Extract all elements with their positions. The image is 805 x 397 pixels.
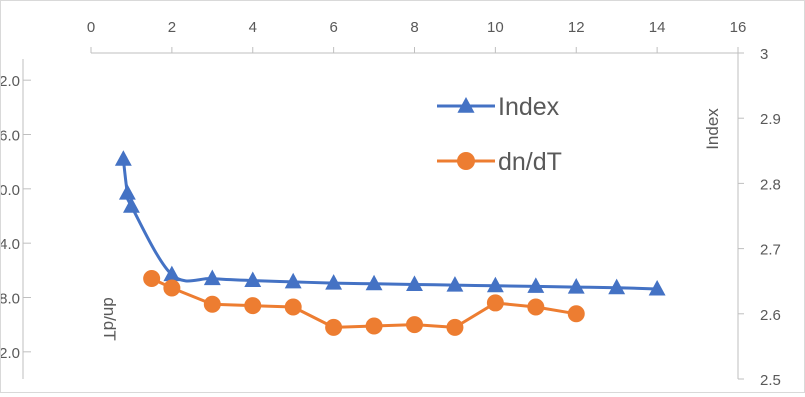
data-point-dn-dt [284,298,302,316]
series-line-index [121,159,658,291]
right-axis-tick-label: 2.8 [760,176,781,193]
data-point-index [122,197,140,213]
left-axis-tick-label: -14.0 [1,236,20,253]
data-point-dn-dt [406,316,423,334]
data-point-index [608,278,626,295]
right-axis-tick-label: 2.6 [760,307,781,324]
left-axis-tick-label: -2.0 [1,73,20,90]
top-axis-tick-label: 14 [649,19,666,36]
legend-label-dn-dt: dn/dT [498,148,562,176]
data-point-index [648,279,666,296]
data-point-index [325,274,343,290]
legend-marker-dn-dt [457,152,475,170]
data-point-dn-dt [486,294,504,312]
right-axis-tick-label: 3 [760,46,768,63]
data-point-index [406,275,423,291]
data-point-index [527,277,545,293]
left-axis-tick-label: -22.0 [1,345,20,362]
right-axis-title: Index [703,108,722,150]
axes-layer: -2.0 -6.0 -10.0 -14.0 -18.0 -22.0 0 2 4 6 8 10 12 14 1… [0,19,781,389]
data-point-index [244,271,262,288]
top-axis-tick-label: 10 [487,19,504,36]
data-point-dn-dt [203,295,221,313]
data-point-index [567,278,585,294]
right-axis-tick-label: 2.9 [760,111,781,128]
data-point-index [118,184,136,200]
data-point-dn-dt [325,318,343,336]
top-axis-tick-label: 12 [568,19,585,36]
legend-label-index: Index [498,93,560,121]
top-axis-tick-label: 4 [249,19,257,36]
data-point-index [486,276,504,293]
top-axis-tick-label: 16 [730,19,747,36]
data-point-dn-dt [365,317,383,335]
data-point-index [284,272,302,289]
left-axis-tick-label: -10.0 [1,182,20,199]
left-axis-tick-label: -18.0 [1,291,20,308]
top-axis-tick-label: 0 [87,19,95,36]
top-axis-tick-label: 6 [329,19,337,36]
legend: Index dn/dT [437,93,562,176]
data-point-dn-dt [163,279,181,297]
data-point-dn-dt [527,298,545,316]
top-axis-tick-label: 8 [410,19,418,36]
data-point-index [114,150,132,166]
data-point-index [203,269,221,286]
top-axis-tick-label: 2 [168,19,176,36]
left-axis-tick-label: -6.0 [1,128,20,145]
data-point-dn-dt [446,318,464,336]
data-point-index [365,274,383,291]
legend-marker-index [457,97,475,113]
left-axis-title: dn/dT [100,297,119,340]
right-axis-tick-label: 2.7 [760,242,781,259]
data-point-index [446,276,464,292]
data-point-dn-dt [143,269,161,287]
right-axis-tick-label: 2.5 [760,372,781,389]
data-point-dn-dt [244,297,262,315]
series-layer [114,150,666,336]
data-point-dn-dt [567,305,585,323]
